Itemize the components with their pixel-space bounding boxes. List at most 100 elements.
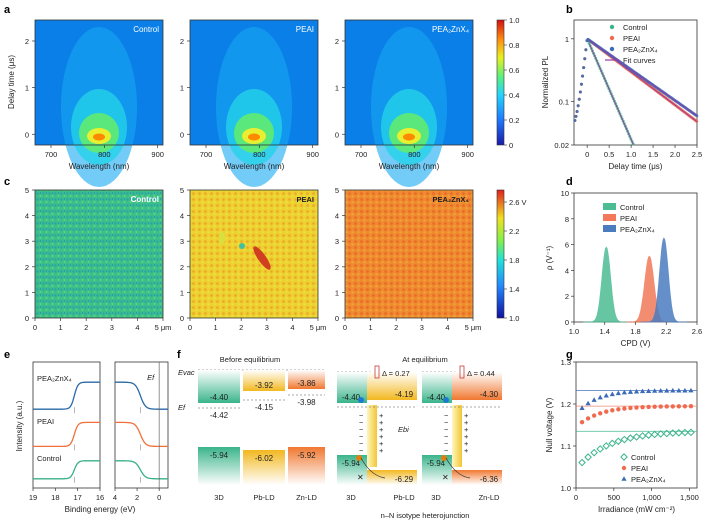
cb-energy-label: -4.40 [342,393,361,402]
y-tick-label: 2 [335,37,339,46]
data-point [638,432,647,440]
panel-c-label: c [4,176,10,188]
colorbar-tick-label: 0.8 [509,41,519,50]
data-point [603,392,609,398]
x-tick-label: 700 [45,150,58,159]
data-point [650,430,659,439]
colorbar-tick-label: 1.4 [509,285,519,294]
data-point [668,429,677,437]
delta-marker [374,365,380,379]
y-tick-label: 1 [180,84,184,93]
kpfm-frame [344,189,474,319]
data-point [681,428,689,437]
data-point [584,453,592,461]
data-point [675,428,683,437]
x-tick-label: 1 [369,323,373,332]
data-point [633,388,640,394]
y-tick-label: 0 [565,318,569,327]
legend-marker [609,24,615,30]
legend-label: Control [631,453,656,462]
positive-charge: + [379,425,384,434]
y-tick-label: 4 [25,212,29,221]
panel-b-label: b [566,4,573,16]
y-tick-label: 1 [25,84,29,93]
data-point [598,411,603,416]
x-tick-label: 0 [157,493,161,502]
x-tick-label: 700 [355,150,368,159]
y-tick-label: 0 [335,314,339,323]
data-point [652,404,657,409]
data-point [656,430,665,438]
y-tick-label: 5 [25,186,29,195]
y-tick-label: 0.1 [559,97,569,106]
y-tick-label: 4 [565,266,569,275]
negative-charge: − [444,432,449,441]
y-tick-label: 2 [25,37,29,46]
x-tick-label: 900 [151,150,164,159]
data-point [585,416,591,421]
legend-marker [609,46,615,52]
x-tick-label: 1.8 [630,327,640,336]
y-tick-label: 0 [180,314,184,323]
panel-e-label: e [4,349,10,361]
x-tick-label: 4 [113,493,117,502]
data-point [602,442,611,450]
legend-swatch [603,214,616,221]
legend-label: PEAI [631,464,648,473]
layer-name: Pb-LD [393,493,415,502]
data-point [578,458,586,467]
x-tick-label: 17 [73,493,81,502]
evac-label: Evac [178,368,195,377]
cb-energy-label: -4.40 [427,393,446,402]
x-tick-label: 3 [420,323,424,332]
delta-label: Δ = 0.27 [382,369,410,378]
y-tick-label: 0.02 [554,141,569,150]
x-tick-label: 900 [461,150,474,159]
colorbar-tick-label: 0.6 [509,66,519,75]
conduction-band-block [243,370,285,391]
positive-charge: + [379,439,384,448]
data-point [646,404,651,410]
data-point [626,434,635,442]
panel-a-label: a [4,4,11,16]
vb-energy-label: -5.94 [427,459,446,468]
y-tick-label: 1.2 [561,400,571,409]
conduction-band-block [198,370,240,403]
negative-charge: − [444,439,449,448]
data-point [591,397,597,402]
negative-charge: − [444,411,449,420]
y-tick-label: 1.1 [561,442,571,451]
kpfm-frame [34,189,164,319]
electron [443,397,449,403]
x-axis-label: Wavelength (nm) [224,162,285,171]
cpd-distribution [640,237,687,323]
fit-curve [589,40,698,117]
fit-curve [588,43,634,145]
trpl-map-frame [34,19,164,146]
y-tick-label: 2 [180,263,184,272]
panel-c: Control 0 1 2 3 4 5 μm 0 1 2 3 4 5 PEAI 0 1 2 3 4 5 μm 0 1 2 3 4… [25,186,527,332]
colorbar-tick-label: 0.4 [509,91,519,100]
data-point [658,404,663,409]
x-tick-label: 18 [51,493,59,502]
x-tick-label: 2 [84,323,88,332]
pl-data-point [584,48,588,52]
pl-data-point [575,109,579,113]
y-tick-label: 0 [180,130,184,139]
x-tick-label: 3 [110,323,114,332]
panel-b-chart: 0 0.5 1.0 1.5 2.0 2.5 0.02 0.1 1 Delay time (μs) N… [541,19,702,171]
data-point [682,387,688,393]
trpl-map-title: PEA₂ZnX₄ [432,25,469,34]
panel-d-chart: 1.0 1.4 1.8 2.2 2.6 0 2 4 6 8 10 CPD (V) ρ (V⁻¹) Cont… [545,189,702,348]
panel-a: Control 700 800 900 Wavelength (nm) 0 1 2 PEAI 70… [7,16,519,187]
data-point [688,404,694,409]
y-tick-label: 1 [335,288,339,297]
pl-data-point [582,66,586,70]
xps-cutoff-curve [33,381,100,410]
legend-label: PEAI [623,34,640,43]
plot-frame-right [114,361,169,489]
curve-label: PEA₂ZnX₄ [37,374,72,383]
panel-f-label: f [177,349,181,361]
trpl-map-frame [344,19,474,146]
